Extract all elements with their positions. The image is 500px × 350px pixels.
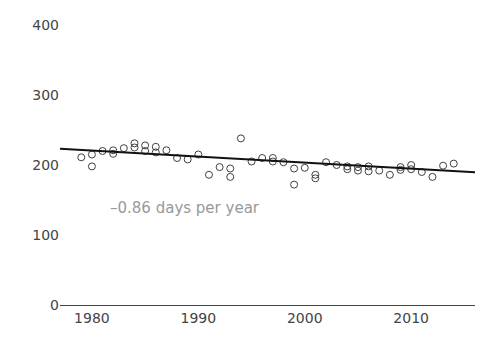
svg-text:100: 100 xyxy=(32,227,59,243)
svg-text:2000: 2000 xyxy=(287,310,323,326)
svg-text:0: 0 xyxy=(50,297,59,313)
svg-text:400: 400 xyxy=(32,17,59,33)
svg-text:–0.86 days per year: –0.86 days per year xyxy=(110,199,260,217)
svg-text:1980: 1980 xyxy=(74,310,110,326)
svg-text:300: 300 xyxy=(32,87,59,103)
svg-text:200: 200 xyxy=(32,157,59,173)
svg-text:2010: 2010 xyxy=(393,310,429,326)
svg-text:1990: 1990 xyxy=(181,310,217,326)
